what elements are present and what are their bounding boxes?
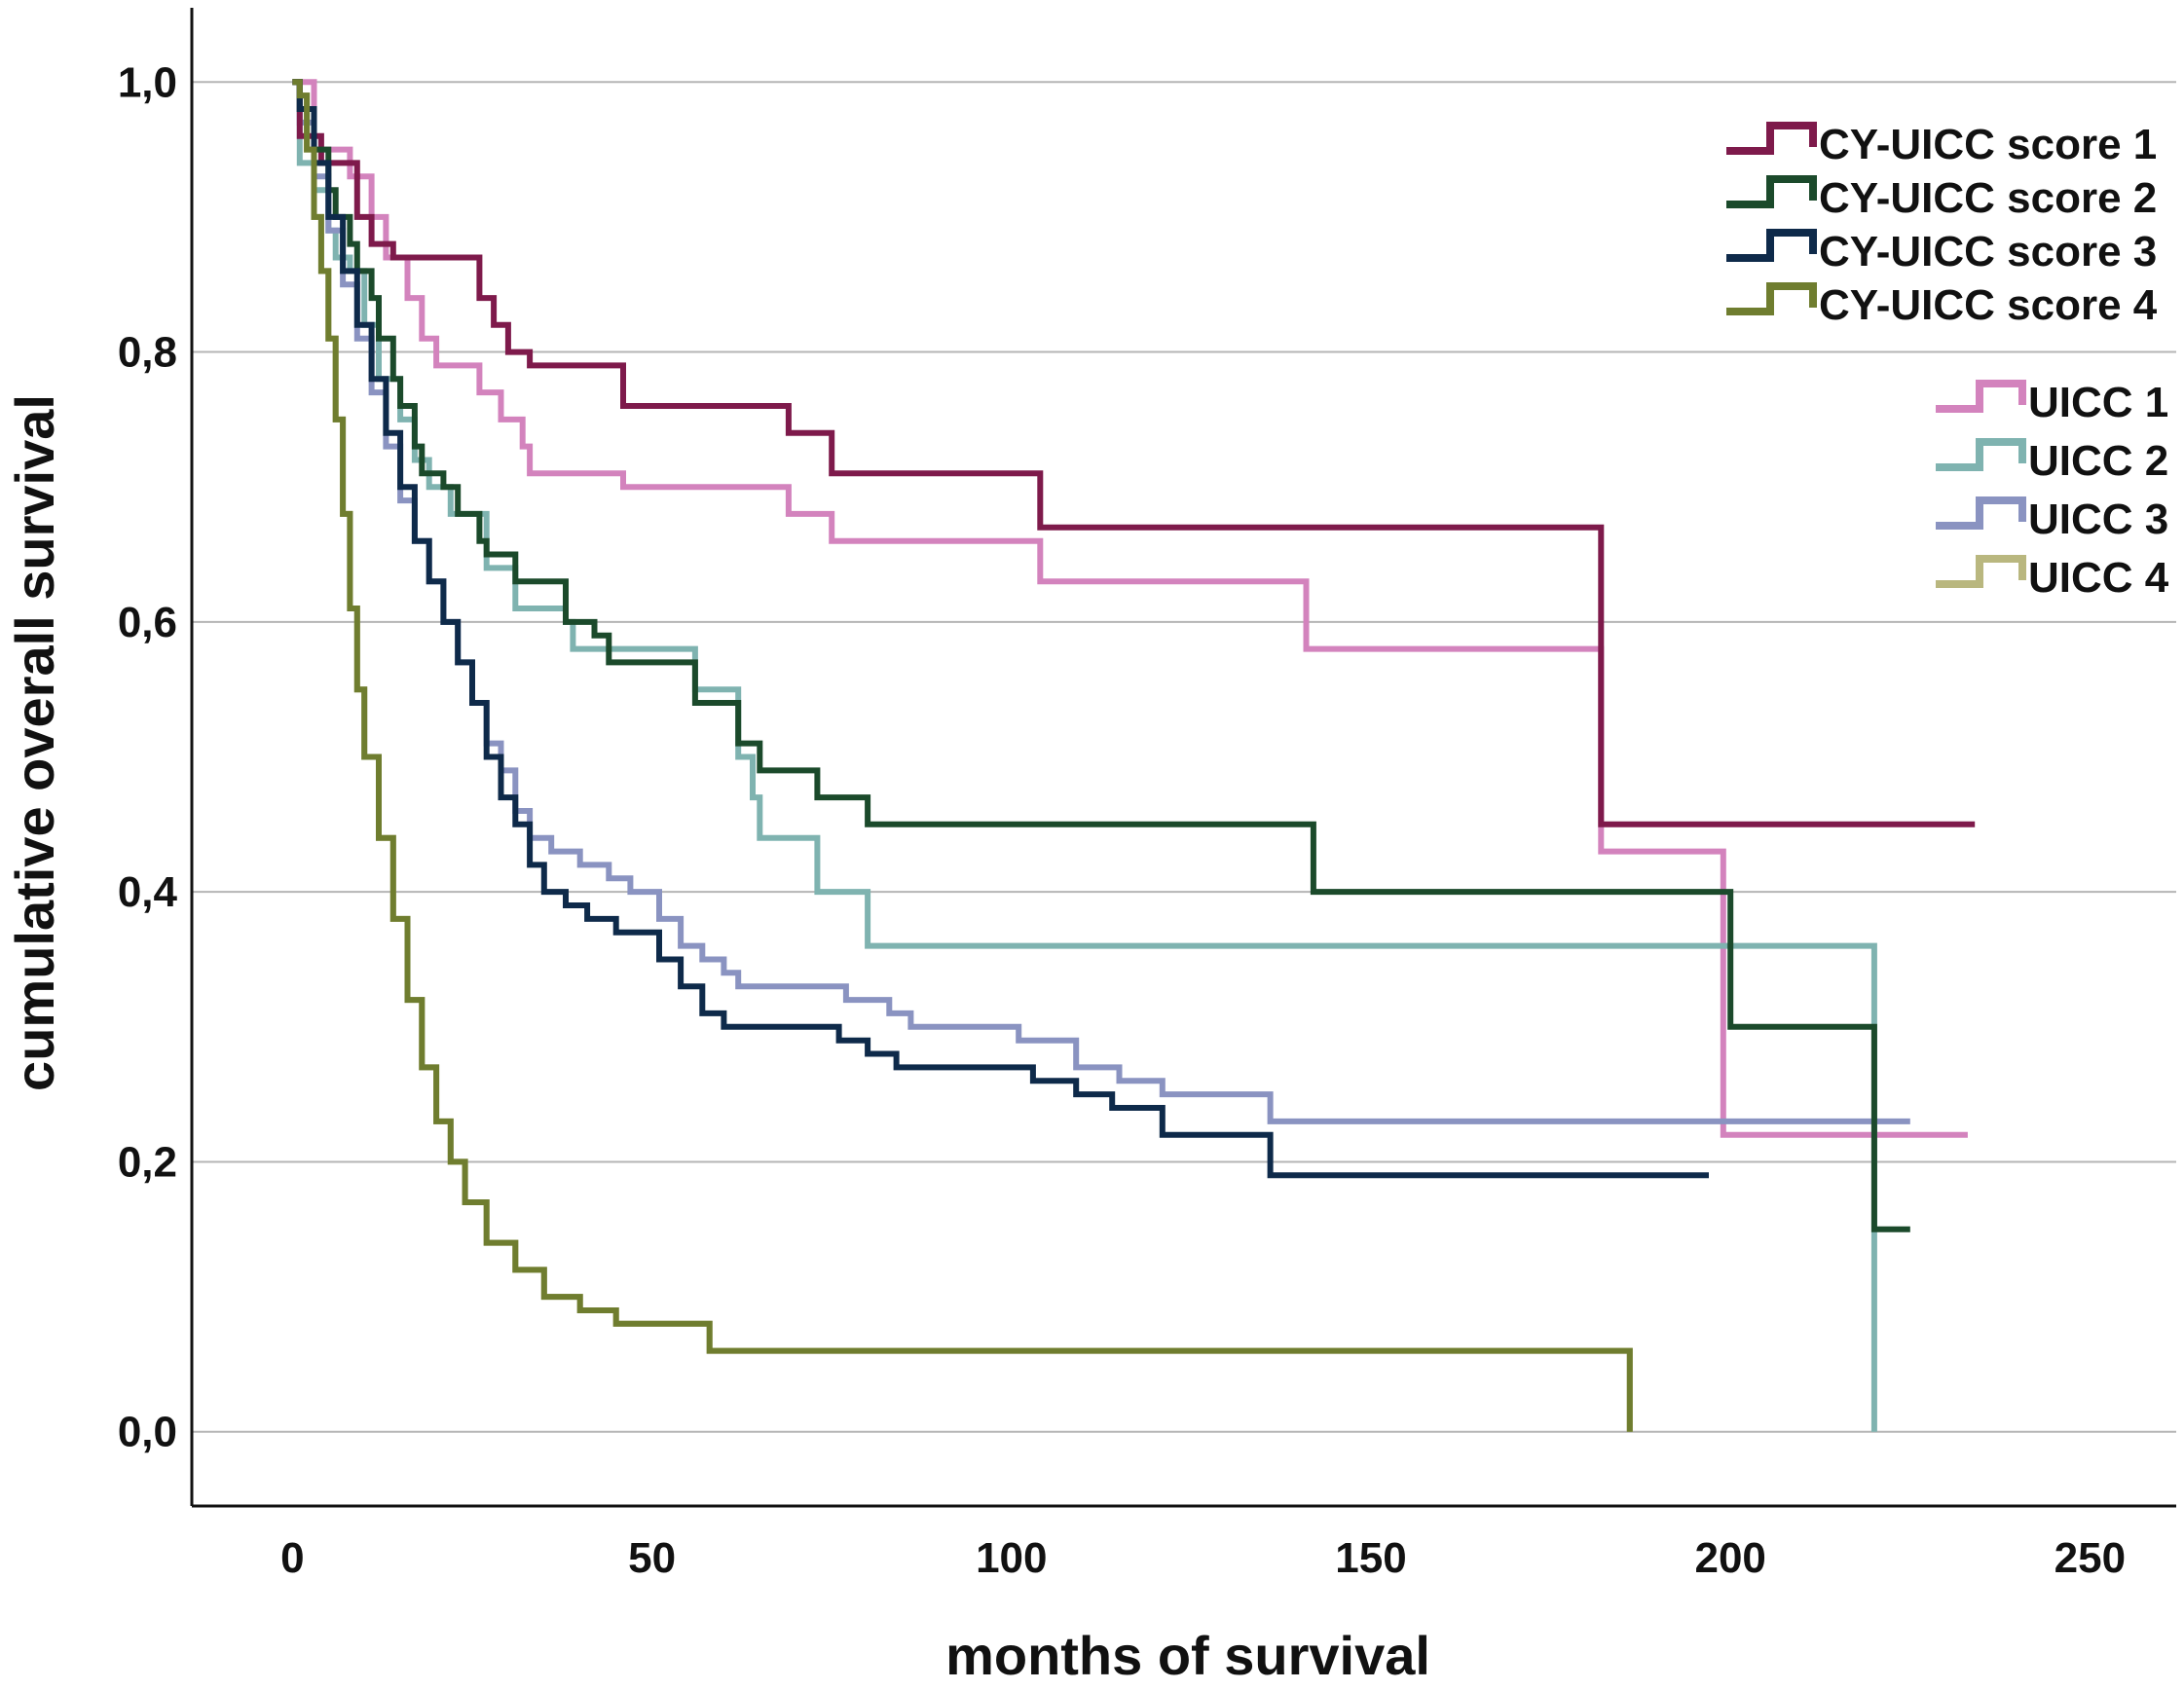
x-tick-label: 150 xyxy=(1335,1534,1406,1582)
x-tick-label: 50 xyxy=(628,1534,676,1582)
legend-swatch-uicc-2 xyxy=(1936,438,2026,471)
y-tick-label: 0,6 xyxy=(118,599,177,646)
series-line-cy-uicc-score-1 xyxy=(292,79,1976,827)
series-line-uicc-1 xyxy=(292,79,1968,1138)
legend-swatch-cy-uicc-score-3 xyxy=(1726,229,1817,262)
series-line-uicc-3 xyxy=(292,79,1910,1124)
y-tick-label: 1,0 xyxy=(118,58,177,106)
legend-label-cy-uicc-score-3: CY-UICC score 3 xyxy=(1819,228,2157,276)
y-axis-title: cumulative overall survival xyxy=(4,394,65,1091)
legend-label-cy-uicc-score-2: CY-UICC score 2 xyxy=(1819,174,2157,222)
series-line-cy-uicc-score-2 xyxy=(292,79,1910,1232)
legend-label-uicc-2: UICC 2 xyxy=(2028,437,2168,485)
legend-swatch-uicc-3 xyxy=(1936,496,2026,530)
legend: CY-UICC score 1 CY-UICC score 2 CY-UICC sc… xyxy=(1726,121,2169,602)
legend-swatch-cy-uicc-score-2 xyxy=(1726,175,1817,208)
x-tick-label: 100 xyxy=(976,1534,1047,1582)
series-line-uicc-2 xyxy=(292,79,1877,1432)
series-line-cy-uicc-score-4 xyxy=(292,79,1633,1432)
x-tick-label: 200 xyxy=(1694,1534,1765,1582)
plot-series xyxy=(292,79,1976,1432)
x-tick-label: 0 xyxy=(280,1534,304,1582)
legend-swatch-cy-uicc-score-4 xyxy=(1726,282,1817,315)
y-tick-labels: 0,0 0,2 0,4 0,6 0,8 1,0 xyxy=(118,58,178,1455)
x-tick-label: 250 xyxy=(2054,1534,2126,1582)
y-tick-label: 0,0 xyxy=(118,1409,177,1456)
legend-swatch-cy-uicc-score-1 xyxy=(1726,122,1817,155)
legend-swatch-uicc-4 xyxy=(1936,555,2026,588)
legend-label-uicc-1: UICC 1 xyxy=(2028,379,2168,426)
axes xyxy=(190,8,2176,1508)
y-tick-label: 0,8 xyxy=(118,329,177,377)
x-axis-title: months of survival xyxy=(945,1625,1430,1686)
legend-swatch-uicc-1 xyxy=(1936,380,2026,413)
legend-label-cy-uicc-score-1: CY-UICC score 1 xyxy=(1819,121,2157,168)
y-tick-label: 0,4 xyxy=(118,868,178,916)
legend-label-cy-uicc-score-4: CY-UICC score 4 xyxy=(1819,281,2158,329)
legend-label-uicc-3: UICC 3 xyxy=(2028,496,2168,543)
series-line-cy-uicc-score-3 xyxy=(292,79,1709,1179)
y-tick-label: 0,2 xyxy=(118,1138,177,1186)
legend-label-uicc-4: UICC 4 xyxy=(2028,554,2169,602)
x-tick-labels: 0 50 100 150 200 250 xyxy=(280,1534,2126,1582)
